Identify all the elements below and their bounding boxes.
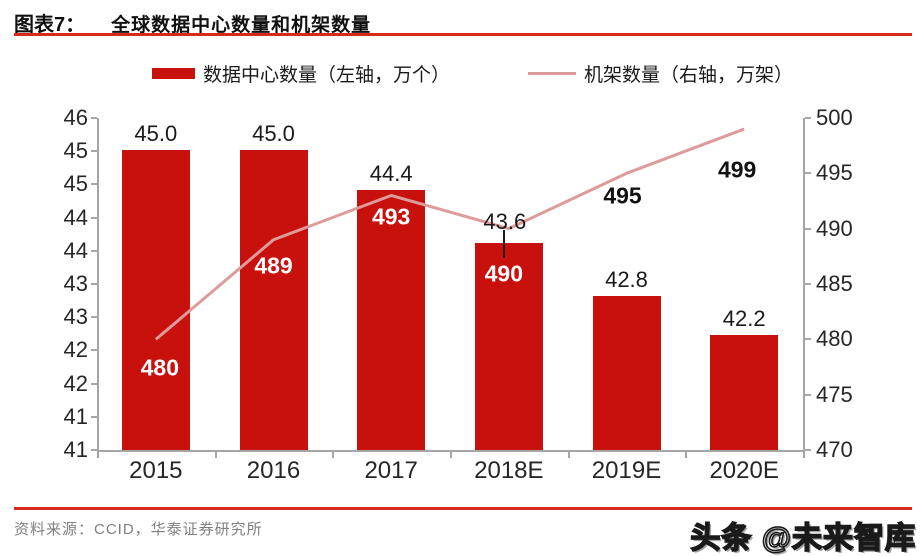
bar-value-label: 42.2 bbox=[722, 306, 766, 332]
x-axis-label: 2016 bbox=[246, 457, 301, 484]
y-axis-right-tick bbox=[805, 338, 811, 341]
x-axis-label: 2017 bbox=[364, 457, 418, 484]
bar-value-label: 45.0 bbox=[252, 121, 295, 147]
y-axis-left-tick bbox=[91, 150, 97, 153]
y-axis-right-label: 475 bbox=[816, 381, 853, 407]
bar-value-label: 43.6 bbox=[483, 208, 527, 234]
y-axis-right-tick bbox=[805, 172, 811, 175]
y-axis-right-label: 480 bbox=[816, 326, 853, 352]
line-value-label: 490 bbox=[484, 260, 524, 287]
y-axis-left-tick bbox=[91, 216, 97, 219]
x-axis-tick bbox=[685, 452, 688, 458]
y-axis-right-tick bbox=[805, 227, 811, 230]
bar-2017 bbox=[357, 189, 426, 450]
y-axis-left-label: 43 bbox=[63, 271, 88, 296]
x-axis-label: 2020E bbox=[709, 457, 779, 484]
bar-2020E bbox=[710, 335, 779, 450]
line-value-label: 499 bbox=[717, 156, 757, 183]
line-value-label: 489 bbox=[254, 252, 293, 279]
y-axis-left-tick bbox=[91, 382, 97, 385]
y-axis-left-label: 45 bbox=[63, 171, 88, 197]
title-rule bbox=[14, 33, 912, 36]
bar-2019E bbox=[592, 295, 661, 450]
y-axis-left-tick bbox=[91, 183, 97, 186]
line-value-label: 495 bbox=[603, 182, 642, 209]
y-axis-left-tick bbox=[91, 349, 97, 352]
x-axis-label: 2019E bbox=[591, 457, 662, 484]
figure-title: 全球数据中心数量和机架数量 bbox=[111, 15, 372, 36]
y-axis-right-label: 470 bbox=[816, 437, 853, 462]
y-axis-right-tick bbox=[805, 393, 811, 396]
y-axis-left-tick bbox=[91, 249, 97, 252]
legend-item-datacenters: 数据中心数量（左轴，万个） bbox=[152, 58, 450, 88]
bar-2018E bbox=[474, 242, 543, 450]
line-value-label: 493 bbox=[371, 203, 411, 230]
bar-label-leader-line bbox=[502, 229, 505, 258]
y-axis-left-tick bbox=[91, 449, 97, 451]
bar-value-label: 45.0 bbox=[134, 121, 178, 147]
bar-2016 bbox=[239, 150, 308, 450]
y-axis-left-label: 44 bbox=[63, 204, 88, 230]
x-axis-tick bbox=[332, 452, 335, 458]
y-axis-right-tick bbox=[805, 449, 811, 451]
chart-legend: 数据中心数量（左轴，万个） 机架数量（右轴，万架） bbox=[0, 58, 924, 88]
figure-number-label: 图表7： bbox=[14, 14, 86, 36]
x-axis-tick bbox=[450, 452, 452, 458]
x-axis-tick bbox=[97, 452, 99, 458]
y-axis-left-tick bbox=[91, 316, 97, 319]
footer-rule bbox=[14, 507, 912, 510]
bar-value-label: 42.8 bbox=[605, 266, 648, 292]
x-axis-tick bbox=[803, 452, 805, 458]
y-axis-right-tick bbox=[805, 117, 811, 119]
figure-header: 图表7： 全球数据中心数量和机架数量 bbox=[14, 8, 910, 36]
y-axis-right-label: 485 bbox=[816, 271, 853, 296]
x-axis-label: 2018E bbox=[474, 457, 544, 484]
x-axis-label: 2015 bbox=[129, 457, 183, 484]
y-axis-left-label: 41 bbox=[63, 437, 88, 462]
source-note: 资料来源：CCID，华泰证券研究所 bbox=[14, 521, 263, 538]
y-axis-right bbox=[803, 118, 805, 450]
y-axis-left-tick bbox=[91, 283, 97, 285]
legend-label-datacenters: 数据中心数量（左轴，万个） bbox=[203, 64, 451, 86]
y-axis-left-label: 42 bbox=[63, 337, 88, 363]
bar-series-swatch bbox=[152, 67, 195, 79]
y-axis-left bbox=[97, 118, 99, 450]
bar-2015 bbox=[121, 150, 190, 450]
x-axis bbox=[97, 450, 805, 452]
x-axis-tick bbox=[567, 452, 570, 458]
y-axis-right-label: 490 bbox=[816, 215, 853, 241]
y-axis-left-tick bbox=[91, 415, 97, 418]
y-axis-left-label: 46 bbox=[63, 105, 88, 130]
y-axis-left-label: 42 bbox=[63, 370, 88, 396]
y-axis-right-label: 495 bbox=[816, 160, 853, 186]
rack-count-polyline bbox=[154, 127, 745, 341]
y-axis-left-tick bbox=[91, 117, 97, 119]
legend-item-racks: 机架数量（右轴，万架） bbox=[528, 58, 793, 88]
line-series-swatch bbox=[528, 71, 576, 75]
x-axis-tick bbox=[214, 452, 217, 458]
bar-value-label: 44.4 bbox=[369, 160, 413, 186]
y-axis-right-tick bbox=[805, 283, 811, 285]
y-axis-left-label: 43 bbox=[63, 304, 88, 330]
y-axis-right-label: 500 bbox=[816, 105, 853, 130]
line-value-label: 480 bbox=[140, 354, 180, 381]
legend-label-racks: 机架数量（右轴，万架） bbox=[584, 64, 794, 86]
watermark: 头条 @未来智库 bbox=[690, 521, 916, 556]
y-axis-left-label: 41 bbox=[63, 403, 88, 429]
y-axis-left-label: 44 bbox=[63, 237, 88, 263]
y-axis-left-label: 45 bbox=[63, 138, 88, 164]
